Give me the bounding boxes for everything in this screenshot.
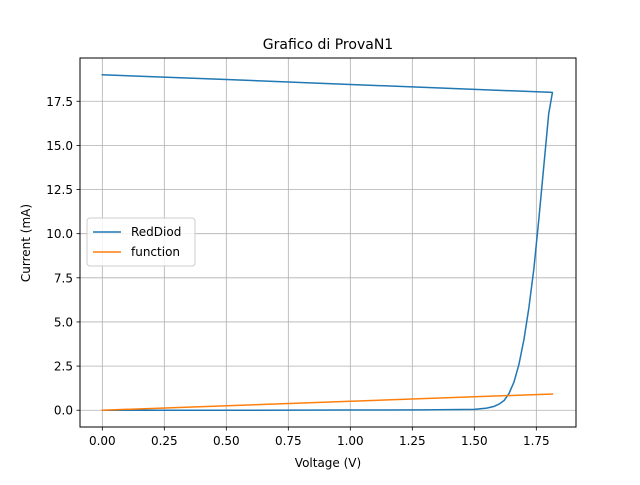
y-tick-label: 2.5: [54, 360, 73, 374]
y-tick-label: 15.0: [46, 139, 73, 153]
series-line-reddiod: [101, 73, 554, 411]
y-axis-label: Current (mA): [19, 204, 33, 282]
x-tick-label: 0.25: [151, 434, 178, 448]
plot-frame: [79, 57, 577, 428]
x-tick-label: 0.75: [275, 434, 302, 448]
legend-label-reddiod: RedDiod: [131, 225, 181, 239]
x-tick-label: 1.00: [337, 434, 364, 448]
y-tick-label: 17.5: [46, 95, 73, 109]
series-layer: [101, 73, 554, 412]
x-tick-label: 1.75: [523, 434, 550, 448]
y-tick-label: 7.5: [54, 271, 73, 285]
chart-title: Grafico di ProvaN1: [263, 37, 393, 53]
legend: RedDiod function: [86, 217, 196, 267]
x-tick-label: 1.50: [461, 434, 488, 448]
legend-box: [86, 217, 196, 267]
y-tick-label: 5.0: [54, 315, 73, 329]
x-tick-label: 0.50: [213, 434, 240, 448]
series-line-function: [101, 393, 554, 412]
x-tick-label: 0.00: [89, 434, 116, 448]
legend-label-function: function: [131, 245, 180, 259]
x-tick-label: 1.25: [399, 434, 426, 448]
tick-layer: 0.00 0.25 0.50 0.75 1.00 1.25 1.50 1.75 0.0 2.5 5.…: [46, 95, 549, 448]
y-tick-label: 10.0: [46, 227, 73, 241]
y-tick-label: 12.5: [46, 183, 73, 197]
x-axis-label: Voltage (V): [295, 456, 361, 470]
y-tick-label: 0.0: [54, 404, 73, 418]
